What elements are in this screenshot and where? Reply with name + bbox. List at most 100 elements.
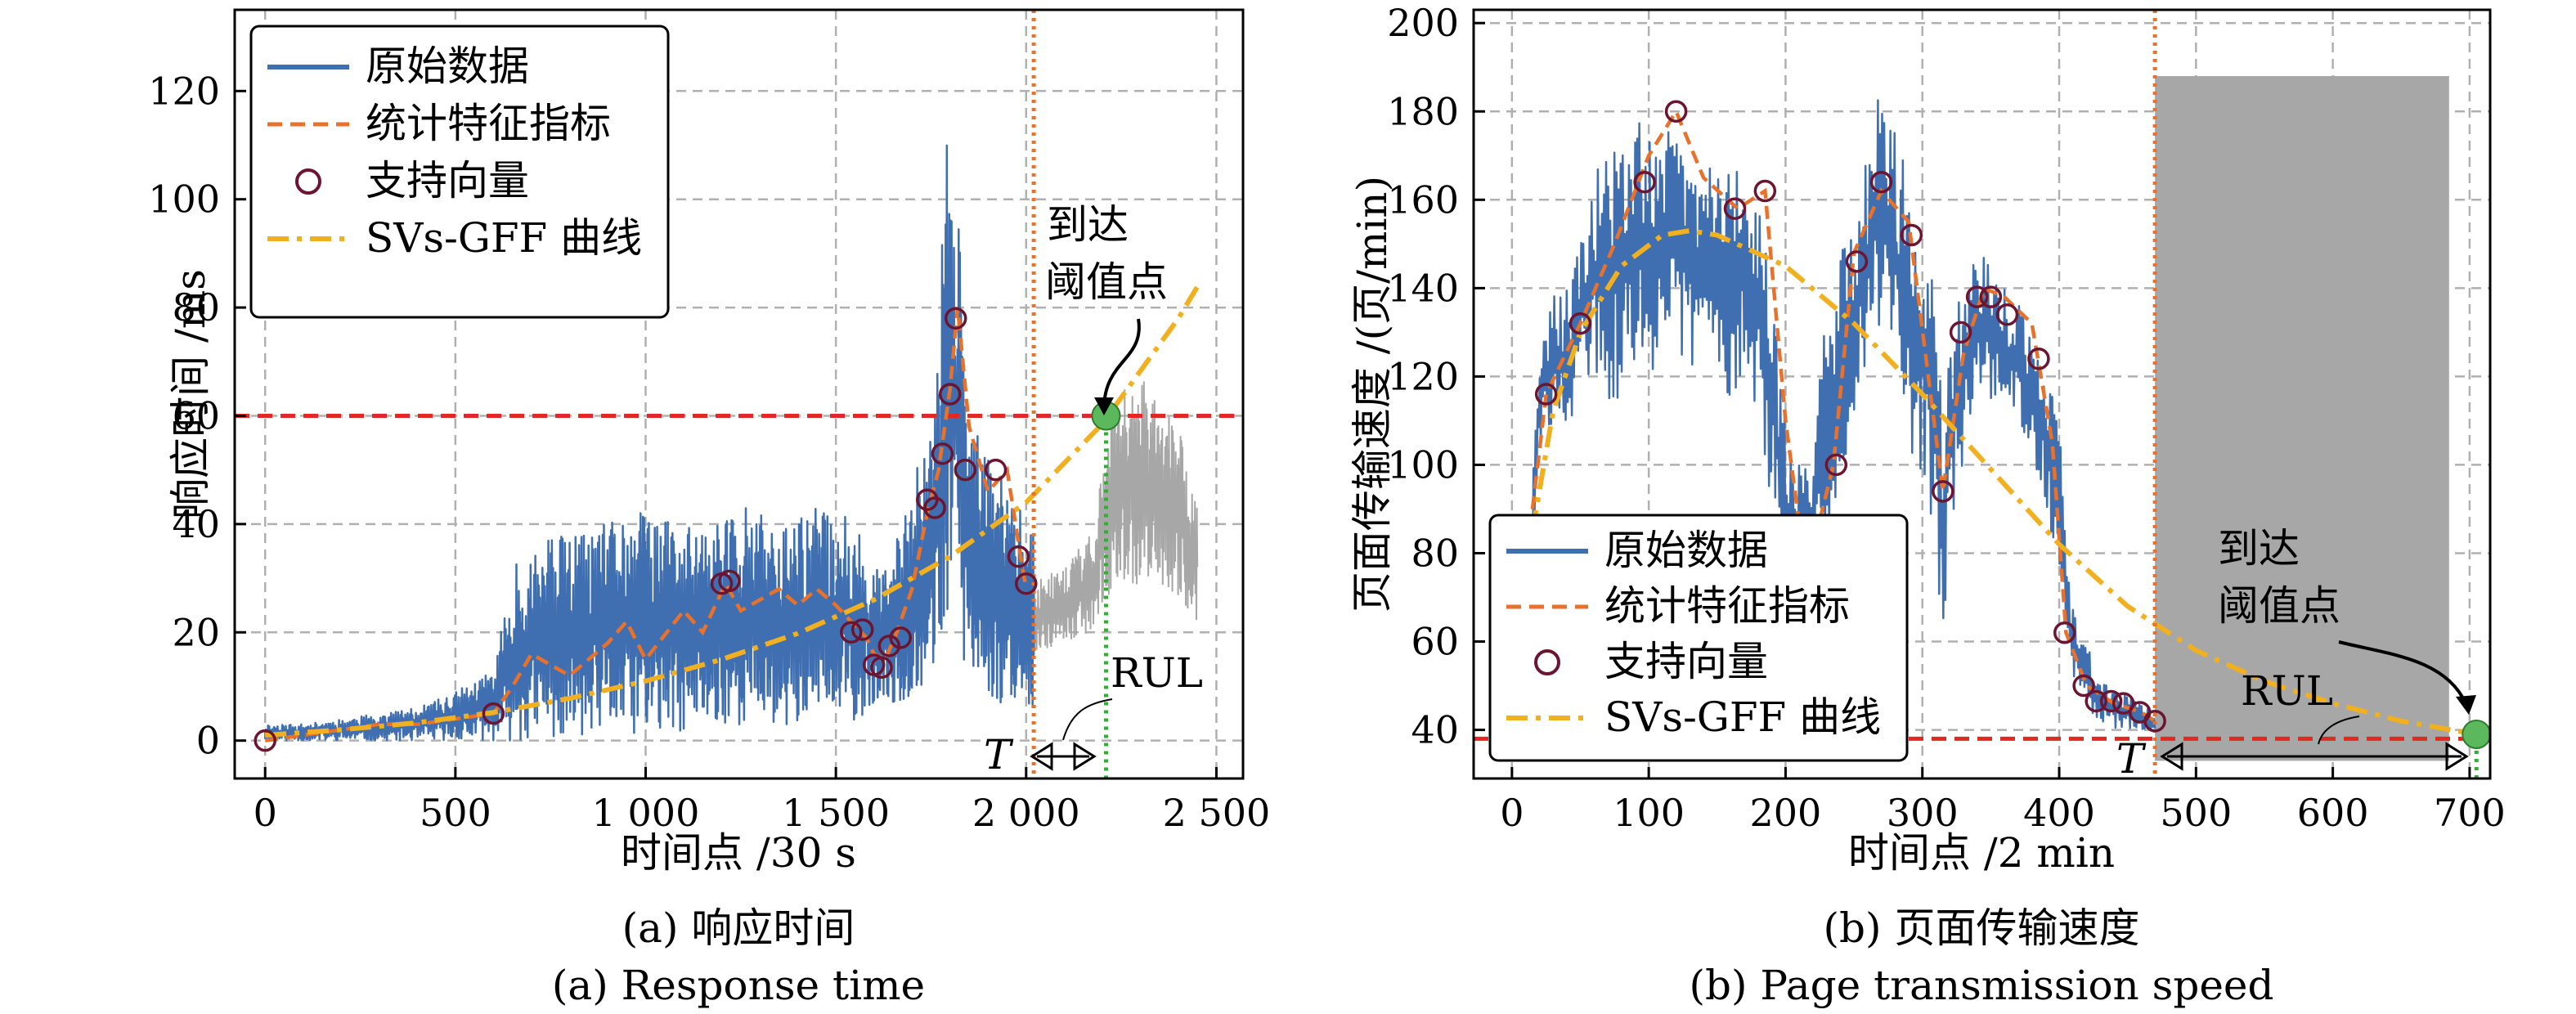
lines-a [235, 10, 1243, 778]
x-axis-label-a: 时间点 /30 s [621, 829, 856, 877]
support-vector-point [944, 307, 967, 330]
caption-b-cn: (b) 页面传输速度 [1824, 904, 2140, 952]
rul-pointer-a [1062, 698, 1113, 741]
support-vector-point [1753, 179, 1777, 203]
support-vector-point [2053, 621, 2076, 644]
support-vector-point [850, 618, 874, 641]
legend-sv-marker-b [1534, 649, 1560, 675]
support-vector-point [1979, 285, 2003, 308]
support-vector-point [1995, 303, 2019, 326]
legend-b: 原始数据 统计特征指标 支持向量 SVs-GFF 曲线 [1488, 514, 1909, 762]
future-data-a [1033, 381, 1199, 650]
chart-a: 0 500 1 000 1 500 2 000 2 500020406080100120 … [148, 8, 1270, 1009]
support-vector-point [1965, 285, 1989, 308]
reach-label-a-line1: 到达 [1047, 201, 1129, 249]
support-vector-point [877, 635, 901, 657]
support-vector-point [984, 458, 1008, 482]
ticks-b: 0 100 200 300 400 500 600 700 40 60 80 100 120 140 160… [1387, 1, 2506, 835]
support-vector-point [2099, 689, 2123, 713]
y-tick-label: 0 [196, 719, 220, 763]
future-data-series [1033, 381, 1199, 650]
support-vector-point [1568, 312, 1592, 335]
support-vector-point [2085, 689, 2107, 713]
t-label-b: T [2116, 735, 2147, 783]
legend-sv-marker [295, 168, 321, 195]
reach-label-a-line2: 阈值点 [1045, 258, 1168, 306]
reach-arrowhead-b [2456, 695, 2476, 715]
gff-curve-series [265, 279, 1204, 738]
y-tick-label: 180 [1387, 89, 1459, 133]
support-vector-point [1633, 170, 1656, 194]
x-tick-label: 200 [1750, 791, 1822, 835]
legend-raw-label-b: 原始数据 [1604, 527, 1768, 574]
y-tick-label: 20 [172, 610, 220, 654]
legend-box-b [1488, 514, 1909, 762]
support-vector-point [2143, 710, 2166, 733]
rul-label-b: RUL [2241, 667, 2333, 715]
support-vector-point [1869, 170, 1893, 194]
legend-raw-label: 原始数据 [366, 43, 529, 90]
support-vector-point [1845, 250, 1869, 273]
chart-b: 0 100 200 300 400 500 600 700 40 60 80 100 120 140 160… [1349, 1, 2506, 1009]
legend-sv-label-b: 支持向量 [1604, 638, 1768, 685]
y-tick-label: 120 [148, 69, 220, 113]
support-vector-point [1824, 453, 1848, 477]
legend-box-a [249, 25, 670, 319]
rul-pointer-b [2318, 716, 2360, 745]
support-vector-point [2072, 674, 2095, 698]
annotations-b: 到达 阈值点 RUL T [2116, 525, 2476, 783]
support-vector-point [954, 458, 977, 482]
y-tick-label: 60 [1411, 620, 1459, 664]
legend-gff-label: SVs-GFF 曲线 [366, 214, 642, 262]
support-vector-point [1534, 383, 1558, 406]
raw-data-b [1531, 99, 2156, 730]
support-vector-point [718, 569, 741, 593]
y-tick-label: 40 [172, 502, 220, 546]
support-vector-point [931, 442, 954, 465]
y-tick-label: 80 [1411, 531, 1459, 575]
support-vector-point [1007, 545, 1030, 568]
x-tick-label: 600 [2297, 791, 2369, 835]
y-axis-label-b: 页面传输速度 /(页/min) [1349, 176, 1396, 612]
caption-a-en: (a) Response time [552, 962, 925, 1009]
reach-arrowhead-a [1094, 397, 1114, 415]
reach-arrow-b [2338, 640, 2467, 704]
legend-sv-label: 支持向量 [366, 157, 529, 204]
future-data-b [2155, 76, 2449, 761]
support-vectors-b [1534, 100, 2492, 749]
x-tick-label: 0 [1500, 791, 1524, 835]
plot-frame-b [1472, 8, 2492, 780]
support-vector-point [840, 621, 863, 644]
statistical-indicator-series [1530, 107, 2156, 723]
support-vector-point [482, 702, 505, 725]
reach-label-b-line1: 到达 [2218, 525, 2300, 572]
support-vector-point [1900, 223, 1923, 247]
legend-gff-label-b: SVs-GFF 曲线 [1604, 693, 1881, 741]
rul-span-arrow-b [2160, 742, 2469, 771]
support-vector-point [1949, 321, 1972, 344]
y-tick-label: 40 [1411, 708, 1459, 752]
x-axis-label-b: 时间点 /2 min [1848, 829, 2115, 877]
support-vector-point [254, 729, 276, 752]
x-tick-label: 300 [1887, 791, 1959, 835]
x-tick-label: 500 [420, 791, 491, 835]
support-vector-point [1932, 480, 1954, 503]
y-tick-label: 200 [1387, 1, 1459, 45]
caption-b-en: (b) Page transmission speed [1689, 962, 2273, 1009]
x-tick-label: 400 [2023, 791, 2095, 835]
x-tick-label: 500 [2160, 791, 2232, 835]
support-vector-point [938, 383, 962, 406]
y-tick-label: 60 [172, 393, 220, 437]
legend-stat-label: 统计特征指标 [366, 100, 611, 147]
support-vector-point [1664, 100, 1688, 123]
support-vector-point [889, 626, 912, 649]
y-axis-label-a: 响应时间 /ms [167, 269, 214, 519]
x-tick-label: 1 500 [782, 791, 890, 835]
raw-data-series [1531, 99, 2156, 730]
x-tick-label: 0 [254, 791, 277, 835]
x-tick-label: 700 [2434, 791, 2506, 835]
support-vectors-a [254, 307, 1121, 752]
x-tick-label: 2 000 [972, 791, 1080, 835]
y-tick-label: 80 [172, 285, 220, 330]
